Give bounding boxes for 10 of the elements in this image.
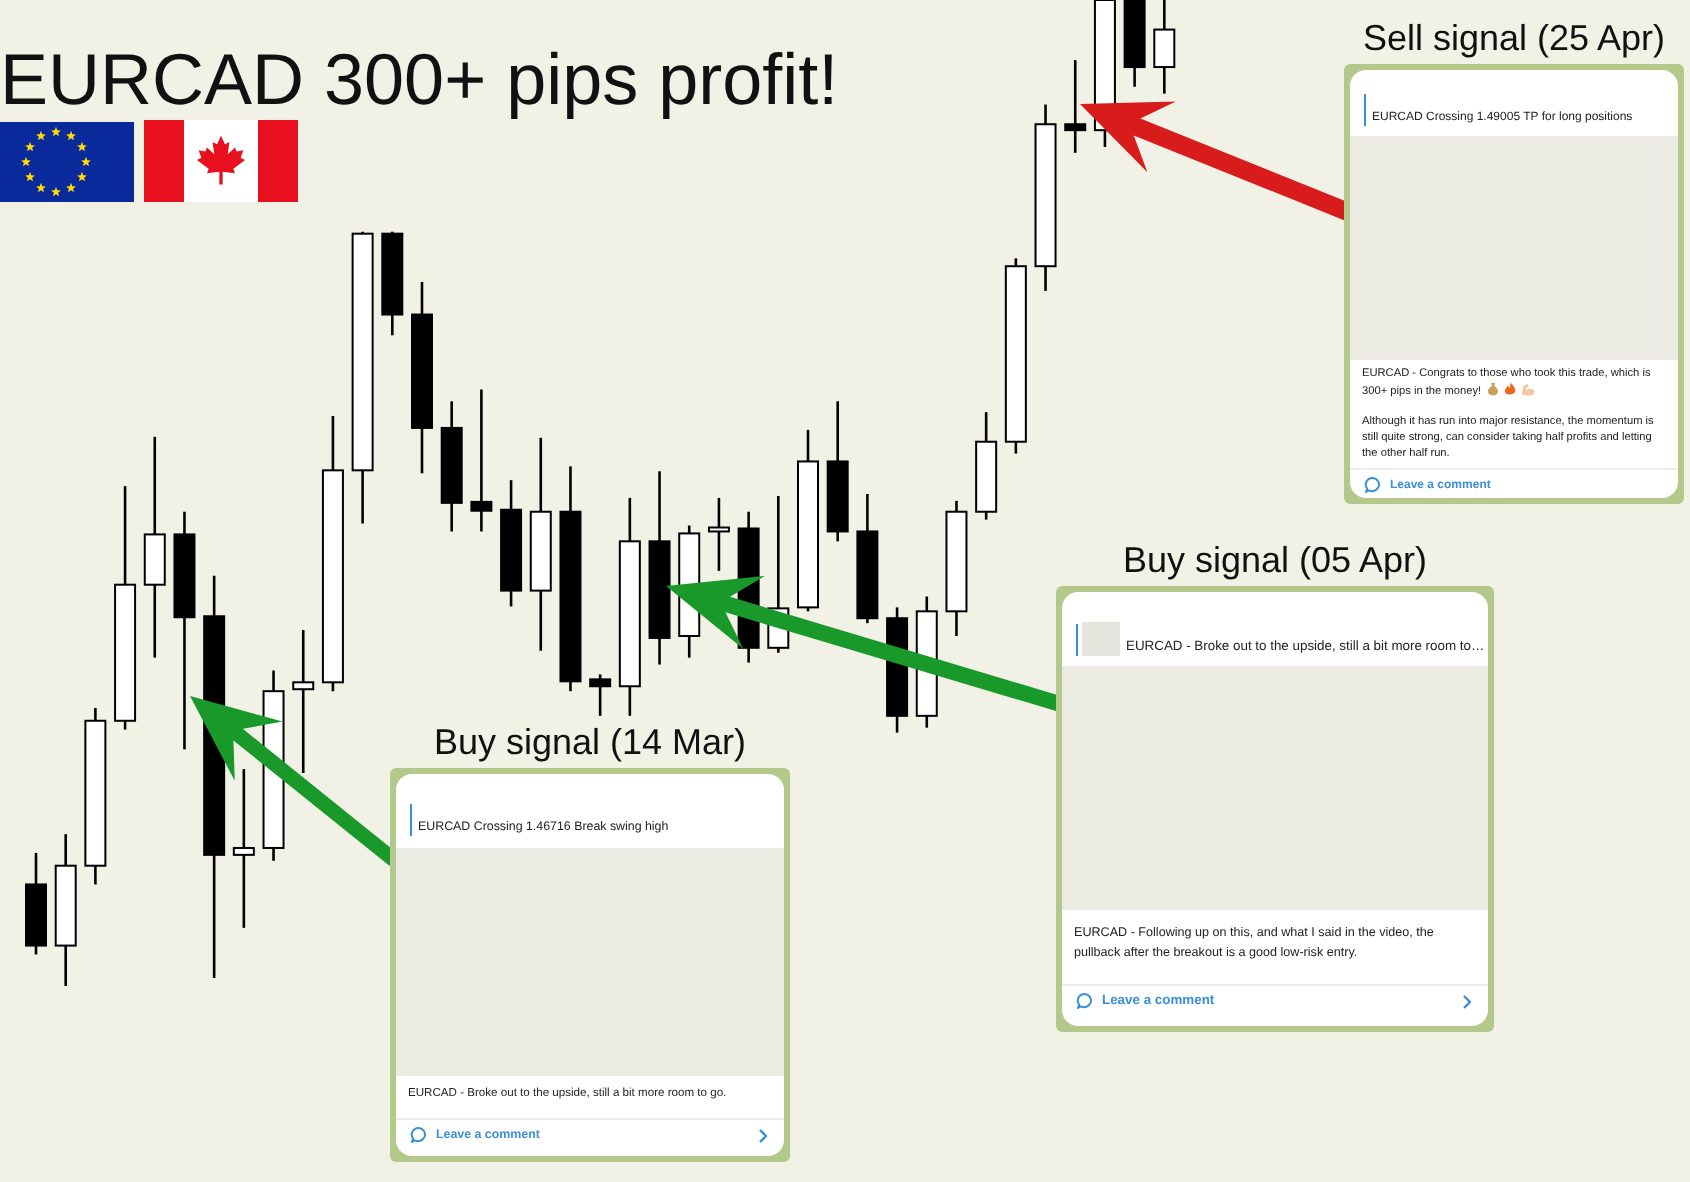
candlestick: [292, 628, 315, 775]
text: EURCAD 300+ pips profit!: [0, 38, 839, 120]
annotation: Buy signal (05 Apr): [1120, 540, 1430, 580]
candlestick: [589, 673, 612, 718]
candlestick: [470, 388, 493, 533]
candlestick: [1153, 0, 1176, 95]
text: Sell signal (25 Apr): [1360, 18, 1668, 58]
candlestick: [232, 767, 255, 930]
annotation: Buy signal (14 Mar): [431, 722, 749, 762]
candlestick: [1064, 58, 1087, 155]
